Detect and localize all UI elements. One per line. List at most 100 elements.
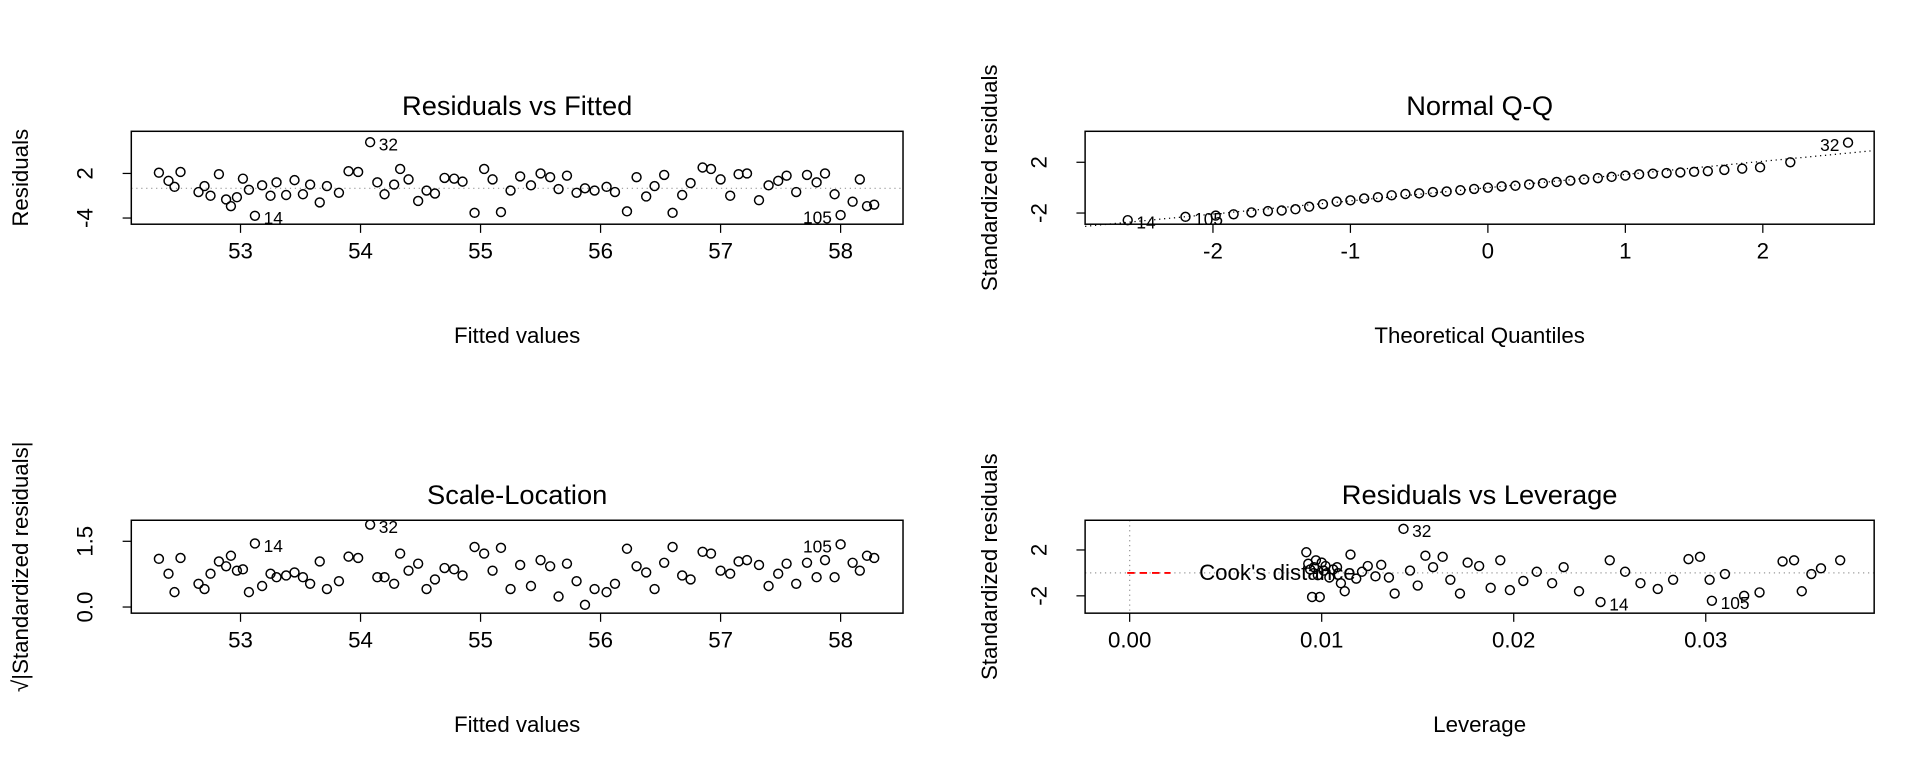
point-label: 105 [1194,209,1223,229]
x-tick-label: 2 [1757,239,1769,264]
point [1694,551,1706,563]
y-axis-label: √|Standardized residuals| [8,441,33,691]
point [457,176,468,187]
legend-label: Cook's distance [1199,560,1356,585]
point [297,189,309,200]
point [1180,211,1191,223]
point [421,185,432,196]
point [1635,578,1646,589]
point [469,541,480,553]
point [667,541,678,553]
point [1738,590,1750,602]
point [231,192,243,203]
point [199,583,210,595]
point [1462,557,1473,568]
point [1386,190,1397,201]
point [249,538,261,549]
point [589,583,600,595]
point [1358,193,1370,204]
point [1785,157,1796,168]
point [153,167,165,178]
point [658,169,670,181]
point [199,180,210,192]
point [685,574,696,585]
point [412,558,424,569]
point [321,583,333,595]
point [1704,574,1715,585]
point [1702,165,1714,177]
point-label: 14 [264,208,284,228]
point [1301,547,1312,558]
point [1290,204,1301,215]
point [601,586,612,598]
point [589,185,600,196]
point [553,591,564,602]
x-tick-label: 55 [468,628,493,653]
point [495,542,507,554]
point [256,580,268,592]
point [1276,205,1287,216]
point [579,599,591,611]
point [1210,210,1221,221]
point [697,546,708,558]
x-axis-label: Theoretical Quantiles [1374,323,1585,348]
x-tick-label: 58 [828,239,853,264]
point [352,166,364,178]
point [265,568,276,579]
point [321,180,333,192]
point [1595,596,1606,608]
point [231,565,243,576]
point [724,568,736,579]
point [1683,553,1694,565]
y-axis-label: Standardized residuals [977,64,1002,291]
point [225,200,237,212]
point [854,174,866,185]
point [801,557,813,568]
point [609,186,621,198]
point [1495,555,1506,566]
point [544,171,556,183]
point [163,568,174,579]
point [394,548,406,559]
point [1331,561,1343,573]
point [1661,167,1672,179]
x-tick-label: 54 [348,239,373,264]
point [175,552,186,564]
point [271,177,282,188]
y-tick-label: 2 [1026,156,1051,168]
point [525,180,537,191]
point [1647,168,1659,179]
point [1376,559,1387,571]
point [1510,180,1521,191]
point [801,169,813,181]
point [676,570,688,581]
point [243,586,255,598]
point [163,175,174,187]
point [1652,583,1663,595]
point [1413,188,1425,199]
point [1400,188,1411,200]
y-tick-label: 2 [1026,544,1051,556]
plot-frame [130,130,904,225]
point [861,200,873,212]
point [649,180,660,192]
point [364,137,376,148]
point [579,183,591,194]
point [193,578,204,590]
point [640,567,652,578]
point [667,207,678,219]
point [1736,163,1748,174]
point [571,187,582,198]
point [1754,587,1765,598]
point [835,209,846,221]
point [649,583,660,595]
point [571,575,582,587]
point [869,552,880,564]
point [243,184,255,195]
point [1441,186,1452,197]
x-tick-label: 53 [228,239,253,264]
point [372,572,383,583]
point [658,557,670,568]
x-tick-label: 58 [828,628,853,653]
